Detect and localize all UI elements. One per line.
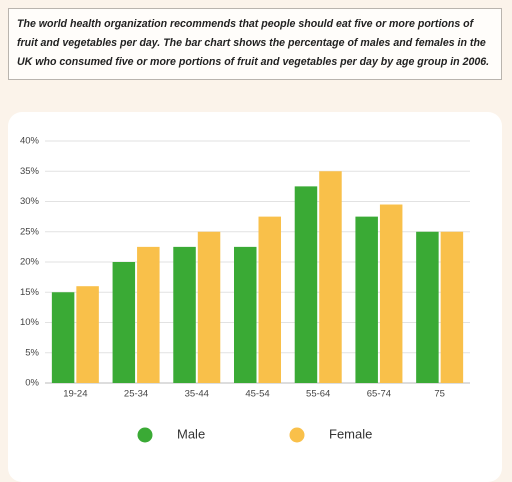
y-tick-label: 40% <box>20 136 40 147</box>
y-tick-label: 20% <box>20 257 40 268</box>
bar <box>112 262 136 383</box>
bar <box>173 246 196 383</box>
legend-marker <box>289 427 305 443</box>
x-tick-label: 55-64 <box>306 389 330 400</box>
bar <box>137 246 160 383</box>
description: The world health organization recommends… <box>8 8 502 80</box>
bar <box>197 231 221 383</box>
bar <box>258 216 281 383</box>
y-tick-label: 5% <box>25 347 39 358</box>
y-tick-label: 35% <box>20 166 40 177</box>
y-tick-label: 10% <box>20 317 40 328</box>
bar <box>294 186 318 383</box>
bar <box>355 216 378 383</box>
bar <box>76 286 99 383</box>
bar <box>440 231 464 383</box>
x-tick-label: 45-54 <box>245 389 269 400</box>
x-tick-label: 35-44 <box>185 389 209 400</box>
x-tick-label: 65-74 <box>367 389 391 400</box>
bar <box>319 171 342 383</box>
y-tick-label: 15% <box>20 287 40 298</box>
legend-marker <box>137 427 153 443</box>
bar <box>416 231 439 383</box>
legend-label: Female <box>329 426 372 441</box>
bar <box>379 204 403 383</box>
x-tick-label: 25-34 <box>124 389 148 400</box>
bar <box>51 292 75 383</box>
x-tick-label: 19-24 <box>63 389 87 400</box>
x-tick-label: 75 <box>434 389 445 400</box>
bar <box>234 246 257 383</box>
y-tick-label: 25% <box>20 226 40 237</box>
legend-label: Male <box>177 426 205 441</box>
y-tick-label: 30% <box>20 196 40 207</box>
y-tick-label: 0% <box>25 378 39 389</box>
